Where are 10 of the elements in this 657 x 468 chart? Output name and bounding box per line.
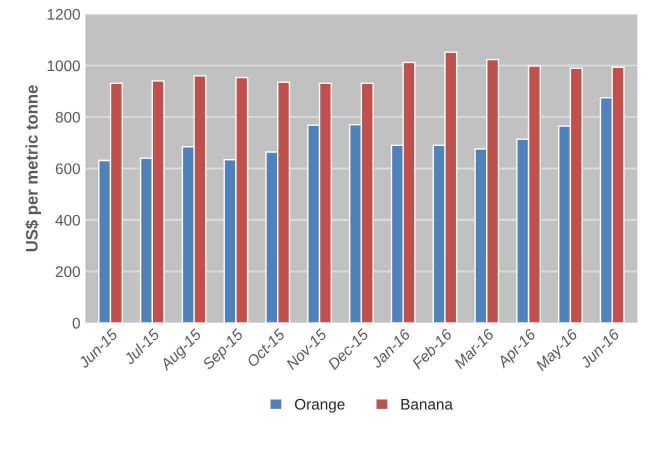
y-tick-label: 0 [72,318,80,329]
legend-label: Orange [294,398,345,413]
y-tick-label: 400 [55,214,80,226]
y-tick-label: 600 [56,163,80,174]
y-tick-label: 200 [56,266,80,278]
y-tick-label: 1000 [48,60,80,72]
y-axis-title: US$ per metric tonne [25,85,42,252]
y-tick-label: 800 [56,112,80,123]
y-tick-label: 1200 [48,8,80,20]
legend-label: Banana [401,399,453,410]
